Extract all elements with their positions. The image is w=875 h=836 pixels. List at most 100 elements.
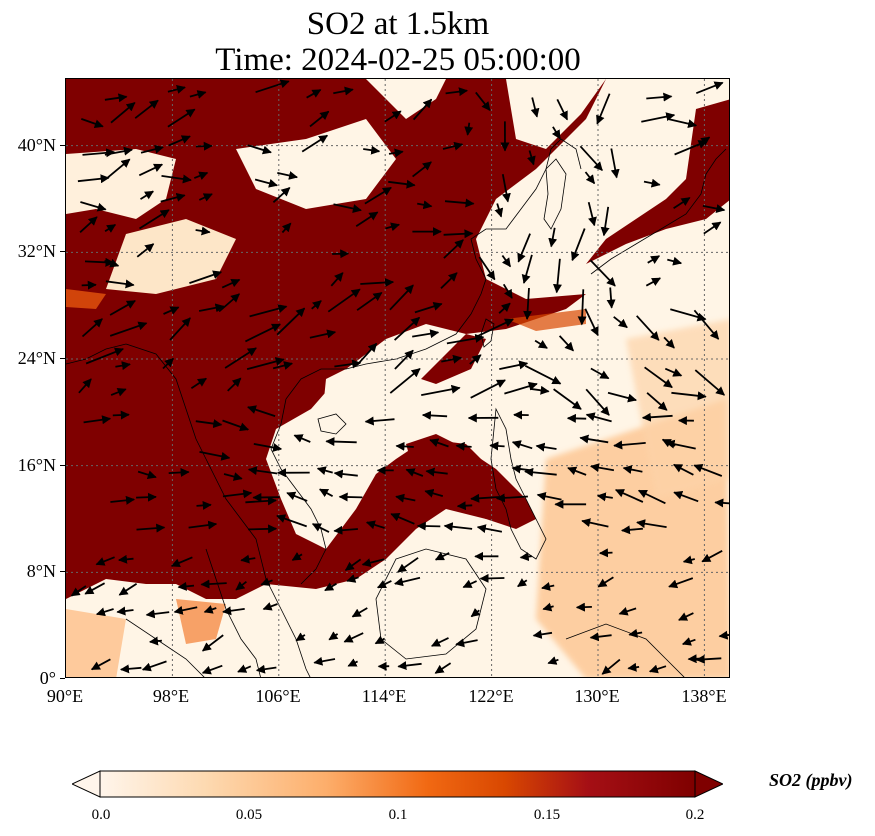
- wind-arrow: [627, 662, 640, 672]
- wind-arrow: [333, 203, 362, 213]
- lat-tick-mark: [60, 358, 65, 359]
- wind-arrow: [260, 577, 273, 586]
- wind-arrow: [579, 145, 603, 171]
- wind-arrow: [193, 171, 209, 181]
- wind-arrow: [613, 440, 646, 450]
- wind-arrow: [333, 469, 358, 479]
- wind-arrow: [585, 388, 610, 416]
- wind-arrow: [189, 90, 207, 99]
- wind-arrow: [417, 200, 433, 210]
- lat-tick-label: 8°N: [26, 561, 56, 581]
- wind-arrow: [663, 336, 675, 349]
- coastline-japan: [590, 148, 727, 275]
- wind-arrow: [104, 223, 117, 233]
- wind-arrow: [587, 201, 597, 227]
- wind-arrow: [388, 179, 416, 189]
- wind-arrow: [673, 490, 699, 503]
- wind-arrow: [104, 146, 133, 156]
- wind-arrow: [161, 174, 192, 184]
- wind-arrow: [140, 190, 154, 200]
- coastline-hainan: [317, 413, 347, 435]
- wind-arrow: [548, 227, 558, 248]
- lat-tick-mark: [60, 465, 65, 466]
- wind-arrow: [84, 582, 106, 595]
- wind-arrow: [425, 467, 448, 477]
- colorbar-max-extension: [694, 770, 723, 798]
- wind-arrow: [470, 607, 481, 618]
- so2-low-region: [106, 219, 236, 294]
- wind-arrow: [291, 552, 303, 561]
- colorbar-tick-label: 0.0: [91, 807, 111, 823]
- so2-mid-region: [506, 309, 586, 331]
- wind-arrow: [434, 662, 452, 674]
- wind-arrow: [462, 579, 477, 589]
- wind-arrow: [644, 366, 673, 389]
- colorbar-gradient: [99, 770, 696, 798]
- wind-arrow: [247, 144, 272, 155]
- wind-arrow: [414, 302, 443, 314]
- wind-arrow: [504, 381, 538, 395]
- wind-arrow: [695, 81, 724, 95]
- wind-arrow: [189, 270, 223, 284]
- wind-arrow: [137, 470, 157, 480]
- wind-arrow: [694, 369, 725, 396]
- wind-arrow: [324, 582, 337, 592]
- wind-arrow: [195, 141, 213, 151]
- wind-arrow: [499, 360, 529, 370]
- wind-arrow: [198, 193, 213, 202]
- wind-arrow: [511, 440, 533, 450]
- wind-arrow: [534, 339, 548, 349]
- wind-arrow: [309, 110, 330, 128]
- wind-arrow: [328, 631, 339, 641]
- wind-arrow: [646, 392, 668, 411]
- wind-arrow: [136, 492, 157, 502]
- wind-arrow: [519, 552, 532, 562]
- wind-arrow: [85, 347, 124, 365]
- wind-arrow: [104, 93, 128, 103]
- wind-arrow: [571, 228, 586, 262]
- lon-tick-label: 106°E: [255, 686, 301, 706]
- wind-arrow: [333, 525, 358, 535]
- lon-tick-label: 98°E: [152, 686, 190, 706]
- wind-arrow: [556, 99, 569, 121]
- wind-arrow: [286, 491, 308, 502]
- wind-arrow: [693, 464, 723, 477]
- wind-arrow: [327, 288, 361, 313]
- wind-arrow: [637, 489, 666, 505]
- wind-arrow: [517, 233, 531, 263]
- wind-arrow: [224, 347, 257, 369]
- wind-arrow: [665, 439, 696, 450]
- wind-arrow: [443, 239, 464, 259]
- wind-arrow: [313, 656, 336, 666]
- wind-arrow: [295, 632, 306, 642]
- wind-arrow: [168, 467, 190, 477]
- wind-arrow: [714, 498, 729, 508]
- wind-arrow: [196, 500, 212, 510]
- wind-arrow: [511, 464, 532, 474]
- wind-arrow: [106, 158, 131, 179]
- wind-arrow: [120, 664, 142, 674]
- wind-arrow: [198, 303, 225, 313]
- wind-arrow: [601, 658, 621, 675]
- wind-arrow: [718, 630, 729, 640]
- wind-arrow: [245, 323, 282, 343]
- so2-high-region: [406, 434, 536, 529]
- wind-arrow: [201, 664, 223, 675]
- wind-arrow: [145, 609, 170, 619]
- wind-arrow: [346, 574, 359, 583]
- wind-arrow: [621, 525, 643, 535]
- wind-arrow: [681, 637, 696, 646]
- wind-arrow: [476, 524, 503, 534]
- wind-arrow: [149, 636, 162, 646]
- wind-arrow: [252, 492, 280, 502]
- wind-arrow: [589, 259, 616, 287]
- wind-arrow: [524, 467, 557, 477]
- wind-arrow: [168, 135, 191, 147]
- wind-arrow: [364, 416, 395, 426]
- wind-arrow: [523, 287, 533, 320]
- wind-arrow: [82, 148, 116, 158]
- wind-arrow: [167, 108, 196, 128]
- wind-arrow: [115, 361, 131, 371]
- wind-arrow: [301, 134, 329, 153]
- wind-arrow: [532, 629, 553, 639]
